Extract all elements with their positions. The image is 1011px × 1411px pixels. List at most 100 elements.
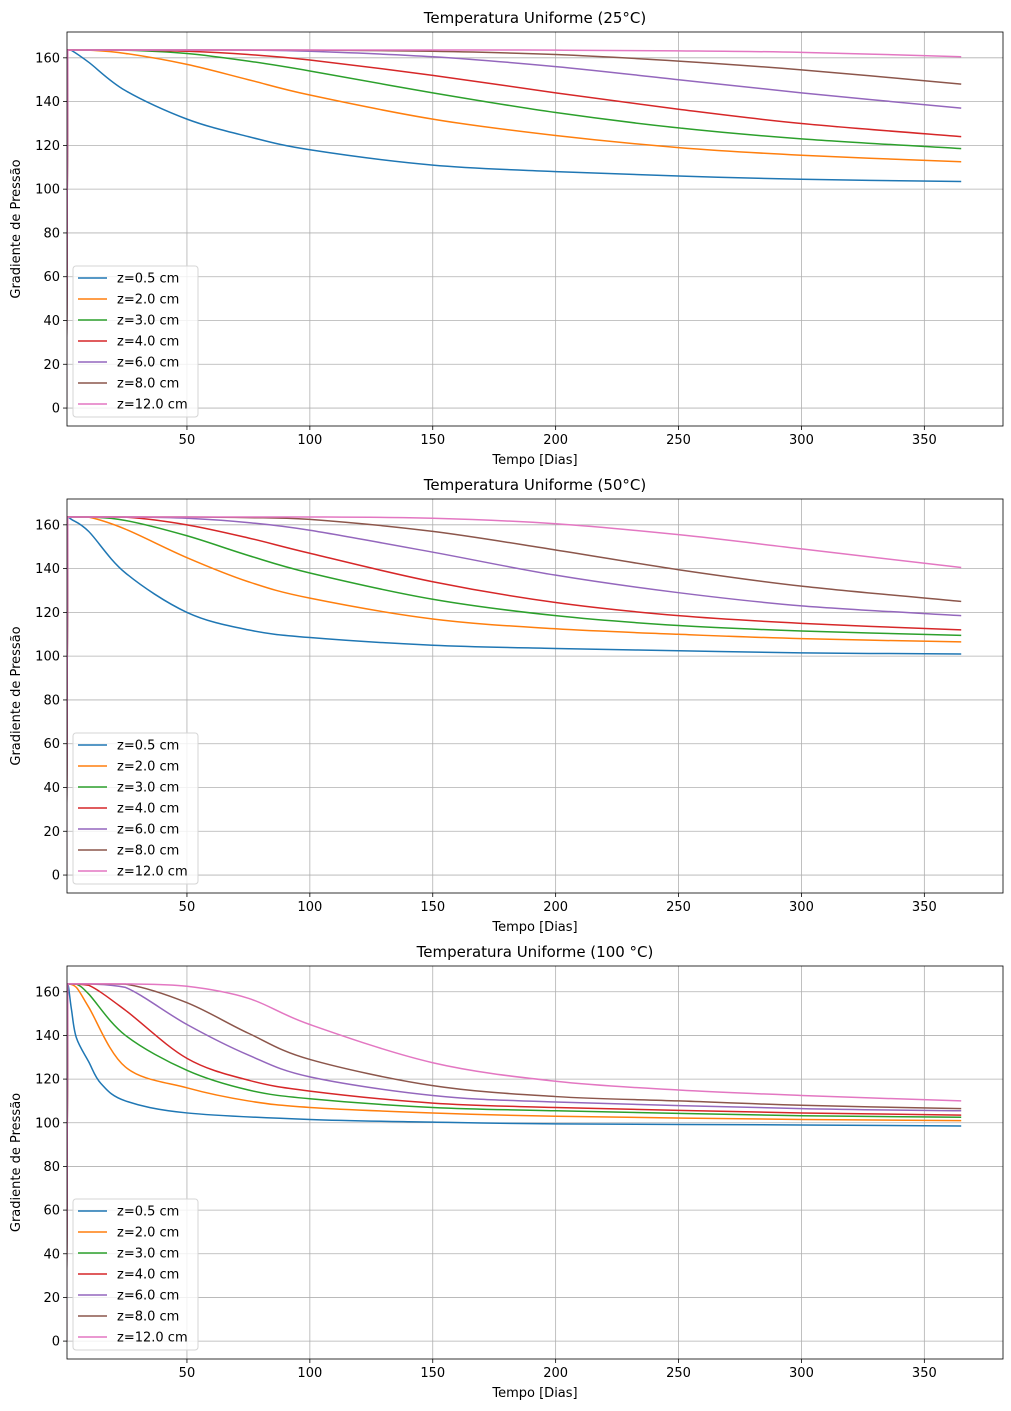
x-tick-label: 100 [297, 900, 322, 915]
x-tick-label: 100 [297, 1366, 322, 1381]
series-line [67, 49, 962, 409]
y-tick-label: 120 [35, 606, 60, 621]
axes-frame [66, 498, 1004, 894]
y-tick-label: 160 [35, 518, 60, 533]
legend-label: z=2.0 cm [117, 293, 179, 308]
axes-frame [66, 965, 1004, 1360]
y-tick-label: 40 [43, 314, 60, 329]
series-line [67, 516, 962, 876]
series-line [67, 983, 962, 1342]
chart-3: 50 100 150 200 250 300 350 0 20 40 60 80 100 120 140 16… [9, 943, 1004, 1401]
y-tick-label: 120 [35, 1073, 60, 1088]
y-axis-label: Gradiente de Pressão [9, 159, 24, 298]
series-line [67, 516, 962, 876]
series-line [67, 516, 962, 876]
series-line [67, 983, 962, 1342]
x-tick-label: 200 [543, 433, 568, 448]
series-line [67, 983, 962, 1342]
x-axis-label: Tempo [Dias] [491, 920, 577, 935]
chart-2: 50 100 150 200 250 300 350 0 20 40 60 80 100 120 140 16… [9, 476, 1004, 935]
legend: z=0.5 cm z=2.0 cm z=3.0 cm z=4.0 cm z=6.0 cm… [72, 1198, 199, 1351]
series-line [67, 983, 962, 1342]
y-tick-label: 100 [35, 650, 60, 665]
y-tick-label: 60 [43, 737, 60, 752]
series-line [67, 983, 962, 1342]
y-tick-label: 140 [35, 562, 60, 577]
y-tick-label: 60 [43, 270, 60, 285]
y-tick-label: 80 [43, 226, 60, 241]
series-line [67, 983, 962, 1342]
x-tick-label: 200 [543, 900, 568, 915]
y-tick-label: 80 [43, 693, 60, 708]
series-line [67, 516, 962, 876]
series-line [67, 983, 962, 1342]
chart-title: Temperatura Uniforme (100 °C) [416, 943, 654, 961]
y-tick-label: 160 [35, 51, 60, 66]
legend-box [72, 265, 199, 418]
y-tick-label: 20 [43, 358, 60, 373]
x-axis-label: Tempo [Dias] [491, 1386, 577, 1401]
x-tick-label: 350 [912, 900, 937, 915]
x-tick-label: 300 [789, 1366, 814, 1381]
legend-label: z=0.5 cm [117, 272, 179, 287]
series-group [67, 516, 962, 876]
series-line [67, 516, 962, 876]
series-line [67, 49, 962, 409]
series-line [67, 49, 962, 409]
y-tick-label: 0 [52, 869, 60, 884]
x-tick-label: 150 [420, 1366, 445, 1381]
y-tick-label: 160 [35, 985, 60, 1000]
y-tick-label: 40 [43, 781, 60, 796]
series-line [67, 516, 962, 876]
legend-label: z=3.0 cm [117, 314, 179, 329]
y-tick-label: 20 [43, 1291, 60, 1306]
y-tick-label: 120 [35, 139, 60, 154]
x-tick-label: 50 [179, 900, 196, 915]
legend-label: z=4.0 cm [117, 802, 179, 817]
legend-label: z=8.0 cm [117, 1310, 179, 1325]
series-line [67, 49, 962, 409]
y-tick-label: 80 [43, 1160, 60, 1175]
legend-label: z=2.0 cm [117, 760, 179, 775]
x-tick-label: 150 [420, 900, 445, 915]
legend-label: z=12.0 cm [117, 865, 188, 880]
series-line [67, 49, 962, 409]
chart-title: Temperatura Uniforme (25°C) [423, 9, 646, 27]
chart-title: Temperatura Uniforme (50°C) [423, 476, 646, 494]
y-tick-label: 0 [52, 1335, 60, 1350]
series-line [67, 49, 962, 409]
x-tick-label: 300 [789, 900, 814, 915]
x-tick-label: 200 [543, 1366, 568, 1381]
y-tick-label: 20 [43, 825, 60, 840]
legend-label: z=4.0 cm [117, 335, 179, 350]
series-line [67, 49, 962, 409]
x-tick-label: 50 [179, 1366, 196, 1381]
legend-label: z=3.0 cm [117, 1247, 179, 1262]
legend-label: z=6.0 cm [117, 823, 179, 838]
x-tick-label: 250 [666, 900, 691, 915]
y-tick-label: 0 [52, 402, 60, 417]
x-tick-label: 250 [666, 433, 691, 448]
y-tick-label: 140 [35, 1029, 60, 1044]
x-tick-label: 300 [789, 433, 814, 448]
legend-label: z=2.0 cm [117, 1226, 179, 1241]
y-tick-label: 60 [43, 1204, 60, 1219]
x-tick-label: 350 [912, 433, 937, 448]
y-tick-label: 100 [35, 183, 60, 198]
legend-label: z=4.0 cm [117, 1268, 179, 1283]
legend-label: z=8.0 cm [117, 377, 179, 392]
y-tick-label: 140 [35, 95, 60, 110]
legend-label: z=8.0 cm [117, 844, 179, 859]
x-tick-label: 250 [666, 1366, 691, 1381]
x-tick-label: 150 [420, 433, 445, 448]
x-tick-label: 350 [912, 1366, 937, 1381]
x-axis-label: Tempo [Dias] [491, 453, 577, 468]
x-tick-label: 50 [179, 433, 196, 448]
legend-label: z=0.5 cm [117, 1205, 179, 1220]
legend-box [72, 1198, 199, 1351]
chart-1: 50 100 150 200 250 300 350 0 20 40 60 80 100 120 140 16… [9, 9, 1004, 468]
axes-frame [66, 31, 1004, 427]
legend-label: z=12.0 cm [117, 398, 188, 413]
legend-label: z=12.0 cm [117, 1331, 188, 1346]
